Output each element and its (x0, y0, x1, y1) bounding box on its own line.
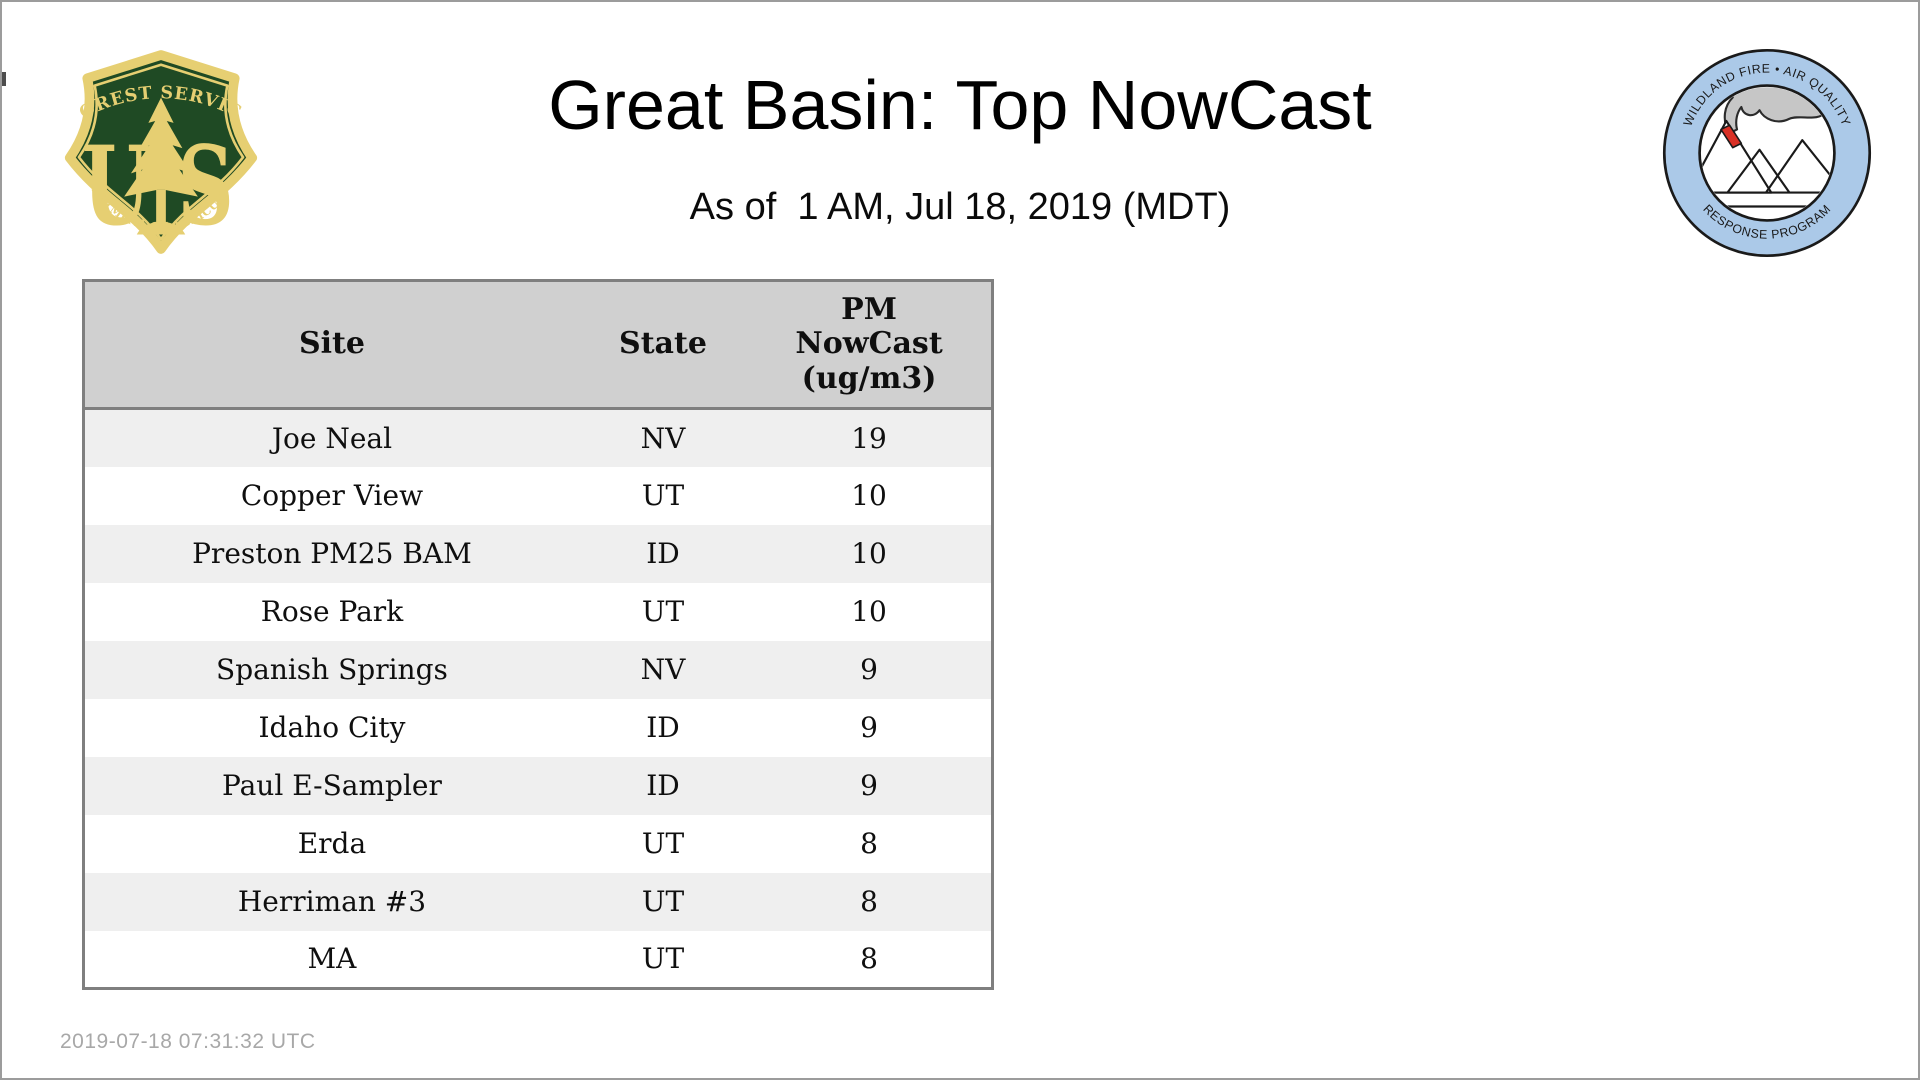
site-cell: Joe Neal (271, 421, 393, 455)
site-cell: Herriman #3 (237, 885, 427, 918)
nowcast-table-body: Joe Neal NV 19 Copper View UT 10 Preston PM25 … (83, 408, 993, 989)
table-row: Copper View UT 10 (83, 466, 993, 525)
nowcast-table-container: Site State PM NowCast (ug/m3) Joe Neal NV… (82, 279, 994, 990)
state-cell: NV (640, 421, 686, 455)
state-cell: NV (640, 653, 686, 686)
state-cell: UT (641, 479, 685, 512)
table-row: Rose Park UT 10 (83, 582, 993, 641)
shield-pinstripe (77, 63, 245, 241)
table-row: Spanish Springs NV 9 (83, 640, 993, 699)
state-cell: ID (646, 769, 680, 802)
pine-tree-icon (124, 97, 198, 197)
state-cell: UT (641, 595, 685, 628)
mountain-middle (1726, 148, 1791, 194)
state-cell: UT (641, 885, 685, 918)
value-cell: 8 (860, 827, 878, 860)
table-row: Idaho City ID 9 (83, 698, 993, 757)
header-row: Site State PM NowCast (ug/m3) (83, 280, 993, 410)
forest-service-logo: FOREST SERVICE U S DEPARTMENT OF AGRICUL… (64, 40, 258, 254)
pine-tree-trunk (136, 189, 186, 235)
site-cell: Copper View (240, 479, 424, 512)
site-cell: Rose Park (260, 595, 404, 628)
site-cell: Erda (297, 827, 367, 860)
wildland-fire-air-quality-logo: WILDLAND FIRE • AIR QUALITY RESPONSE PRO… (1662, 48, 1872, 258)
value-cell: 9 (860, 653, 878, 686)
site-cell: Preston PM25 BAM (192, 537, 472, 570)
page-title: Great Basin: Top NowCast (548, 66, 1372, 144)
fire-mark-icon (1720, 124, 1743, 149)
table-row: Paul E-Sampler ID 9 (83, 756, 993, 815)
value-cell: 19 (851, 421, 887, 455)
table-row: Erda UT 8 (83, 814, 993, 873)
state-cell: UT (641, 942, 685, 976)
value-cell: 10 (851, 479, 887, 512)
value-cell: 9 (860, 711, 878, 744)
page-subtitle: As of 1 AM, Jul 18, 2019 (MDT) (689, 186, 1231, 228)
table-row: Joe Neal NV 19 (83, 408, 993, 467)
value-cell: 10 (851, 537, 887, 570)
state-cell: ID (646, 711, 680, 744)
nowcast-table-header: Site State PM NowCast (ug/m3) (83, 280, 993, 410)
site-cell: Spanish Springs (216, 653, 448, 686)
table-row: Herriman #3 UT 8 (83, 872, 993, 931)
state-cell: UT (641, 827, 685, 860)
table-row: Preston PM25 BAM ID 10 (83, 524, 993, 583)
screen-edge-artifact (2, 72, 6, 86)
generated-timestamp: 2019-07-18 07:31:32 UTC (60, 1030, 316, 1053)
site-cell: MA (307, 942, 357, 976)
value-cell: 8 (860, 885, 878, 918)
state-cell: ID (646, 537, 680, 570)
value-cell: 8 (860, 942, 878, 976)
value-cell: 9 (860, 769, 878, 802)
table-row: MA UT 8 (83, 930, 993, 989)
site-cell: Idaho City (258, 711, 406, 744)
value-cell: 10 (851, 595, 887, 628)
nowcast-table: Site State PM NowCast (ug/m3) Joe Neal NV… (82, 279, 994, 990)
column-header-site: Site (83, 280, 579, 410)
column-header-pm-nowcast: PM NowCast (ug/m3) (747, 280, 993, 410)
column-header-state: State (578, 280, 748, 410)
site-cell: Paul E-Sampler (222, 769, 442, 802)
smoke-plume-icon (1723, 87, 1833, 135)
